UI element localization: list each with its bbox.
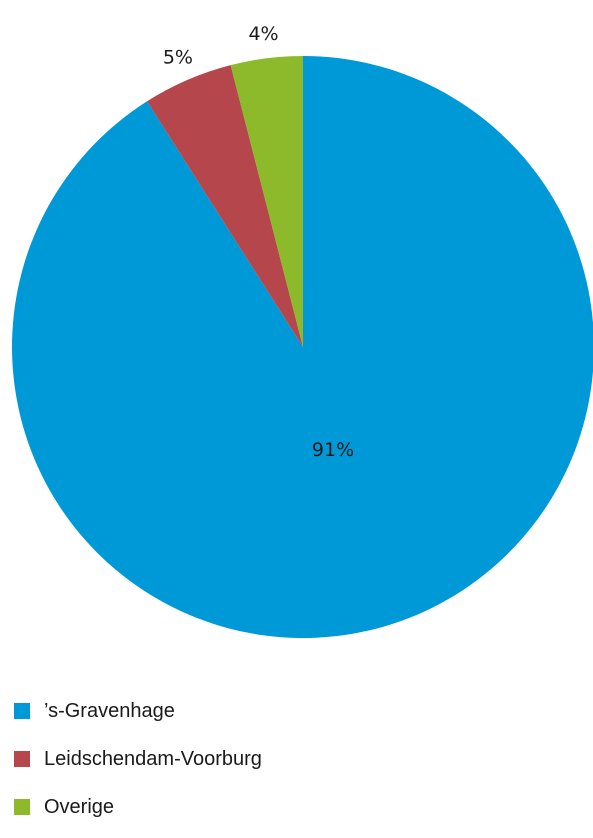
legend-swatch-gravenhage <box>14 703 30 719</box>
legend-item-gravenhage: ’s-Gravenhage <box>14 694 262 728</box>
pie-label-s-gravenhage: 91% <box>312 439 354 461</box>
legend-label-overige: Overige <box>44 796 115 818</box>
legend-label-gravenhage: ’s-Gravenhage <box>44 700 175 722</box>
legend-swatch-leidschendam-voorburg <box>14 751 30 767</box>
legend-item-leidschendam-voorburg: Leidschendam-Voorburg <box>14 742 262 776</box>
pie-chart: 91% 5% 4% <box>12 23 593 638</box>
pie-slices <box>12 56 593 638</box>
pie-slice-leidschendam-voorburg <box>147 65 303 347</box>
legend-item-overige: Overige <box>14 790 262 824</box>
pie-data-labels: 91% 5% 4% <box>163 23 354 461</box>
pie-slice-s-gravenhage <box>12 56 593 638</box>
pie-label-leidschendam-voorburg: 5% <box>163 46 193 68</box>
legend: ’s-Gravenhage Leidschendam-Voorburg Over… <box>14 694 262 838</box>
legend-label-leidschendam-voorburg: Leidschendam-Voorburg <box>44 748 262 770</box>
pie-slice-overige <box>230 56 303 347</box>
pie-label-overige: 4% <box>248 23 278 45</box>
legend-swatch-overige <box>14 799 30 815</box>
